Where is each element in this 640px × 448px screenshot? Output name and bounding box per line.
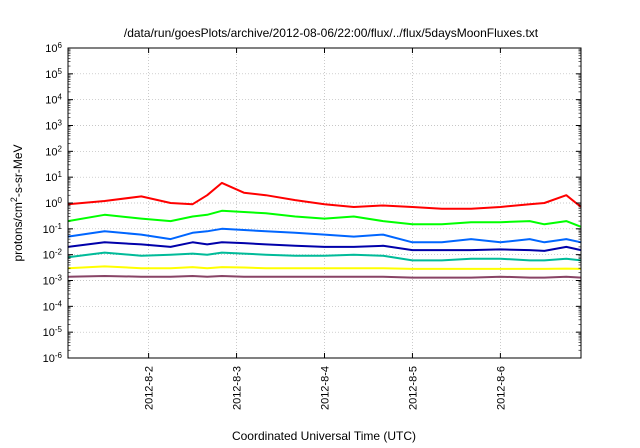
y-axis-label-part: -s-sr-MeV: [11, 144, 25, 197]
x-tick-label: 2012-8-3: [232, 366, 244, 410]
y-tick-label: 101: [45, 170, 62, 185]
plot-frame: [67, 47, 582, 359]
y-tick-label: 10-3: [43, 273, 63, 288]
y-axis: 10-6 10-5 10-4 10-3 10-2 10-1 100 101 102 103 104 1…: [43, 41, 581, 366]
x-tick-label: 2012-8-2: [144, 366, 156, 410]
series-line-2: [67, 227, 582, 244]
y-axis-label-part: protons/cm: [11, 202, 25, 261]
y-tick-label: 10-6: [43, 351, 63, 366]
series-group: [67, 181, 582, 279]
y-tick-label: 105: [45, 66, 62, 81]
x-axis-label: Coordinated Universal Time (UTC): [232, 429, 416, 443]
chart-title: /data/run/goesPlots/archive/2012-08-06/2…: [124, 26, 539, 40]
x-axis: 2012-8-2 2012-8-3 2012-8-4 2012-8-5 2012-8-6: [144, 48, 507, 410]
series-line-3: [67, 241, 582, 252]
grid: [68, 48, 581, 358]
y-tick-label: 104: [45, 92, 62, 107]
y-tick-label: 10-1: [43, 221, 63, 236]
series-line-5: [67, 265, 582, 270]
series-line-4: [67, 251, 582, 262]
y-tick-label: 10-4: [43, 299, 63, 314]
x-tick-label: 2012-8-4: [320, 366, 332, 410]
y-tick-label: 100: [45, 196, 62, 211]
x-tick-label: 2012-8-6: [495, 366, 507, 410]
y-tick-label: 10-5: [43, 325, 63, 340]
series-line-0: [67, 181, 582, 210]
y-tick-label: 10-2: [43, 247, 63, 262]
y-axis-label-superscript: 2: [9, 197, 19, 202]
x-tick-label: 2012-8-5: [407, 366, 419, 410]
series-line-1: [67, 209, 582, 228]
y-tick-label: 106: [45, 41, 62, 56]
y-tick-label: 102: [45, 144, 62, 159]
series-line-6: [67, 275, 582, 279]
y-axis-label: protons/cm2-s-sr-MeV: [9, 144, 25, 261]
y-tick-label: 103: [45, 118, 62, 133]
